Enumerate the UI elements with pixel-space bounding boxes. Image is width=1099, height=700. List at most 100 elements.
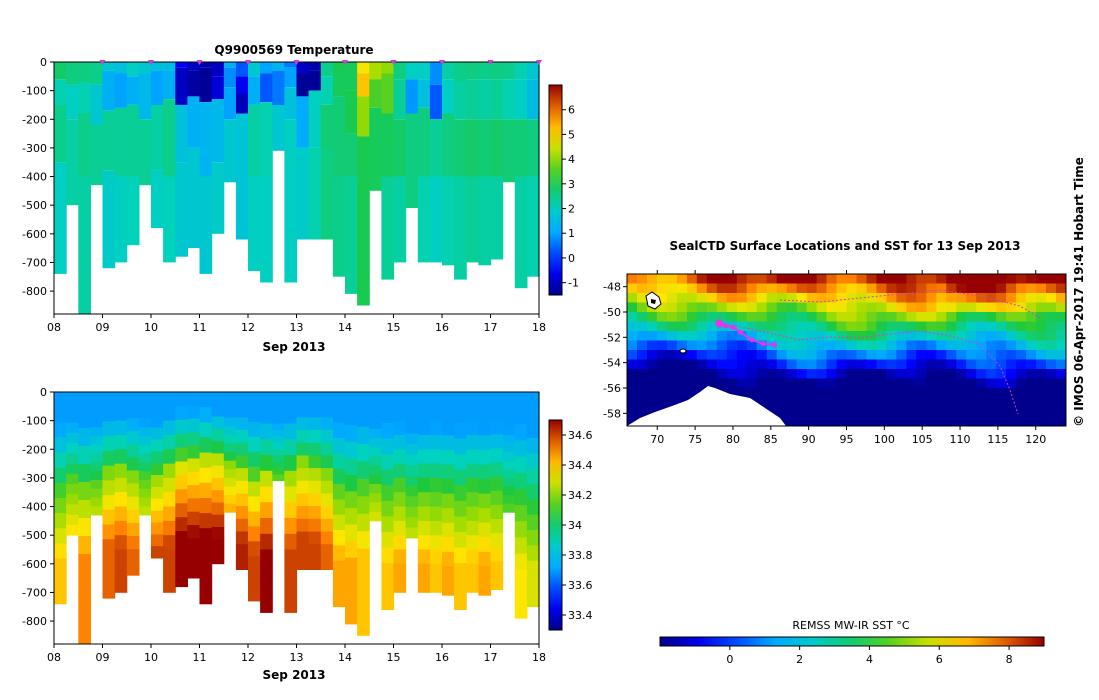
temperature-cell — [66, 84, 79, 120]
sst-cell — [926, 302, 937, 313]
salinity-cell — [126, 470, 140, 484]
salinity-cell — [308, 442, 322, 456]
temperature-cell — [235, 113, 249, 240]
salinity-cell — [393, 549, 407, 565]
sst-cell — [886, 340, 897, 351]
sst-colorbar — [659, 636, 1045, 647]
salinity-cell — [405, 527, 419, 539]
sst-cell — [986, 416, 997, 427]
salinity-cell — [296, 468, 310, 482]
salinity-cell — [126, 444, 140, 458]
sst-cell — [826, 369, 837, 379]
temperature-cell — [320, 62, 334, 77]
salinity-cell — [211, 477, 225, 491]
sst-cell — [896, 302, 907, 313]
sst-cell — [806, 369, 818, 379]
salinity-cell — [248, 466, 261, 482]
salinity-cell — [369, 392, 382, 402]
salinity-cell — [138, 462, 152, 472]
sst-cell — [966, 378, 977, 389]
sst-cell — [956, 350, 967, 360]
sst-cell — [996, 350, 1007, 360]
salinity-cell — [490, 448, 504, 463]
sst-cell — [746, 312, 758, 322]
sst-cell — [627, 283, 638, 294]
salinity-cell — [308, 506, 322, 520]
temperature-cell — [442, 176, 455, 266]
salinity-cell — [502, 400, 516, 410]
sst-cell — [946, 369, 957, 379]
x-tick-label: 11 — [193, 321, 207, 334]
sst-cell — [876, 388, 887, 398]
sst-cell — [746, 274, 758, 284]
sst-cell — [966, 321, 977, 332]
sst-cell — [647, 340, 658, 351]
sst-cell — [966, 274, 977, 284]
temperature-cell — [284, 119, 298, 283]
salinity-cell — [514, 408, 528, 425]
sst-cell — [986, 302, 997, 313]
salinity-cell — [138, 497, 152, 507]
x-tick-label: 12 — [241, 651, 255, 664]
salinity-cell — [429, 477, 443, 493]
sst-cell — [1026, 369, 1037, 379]
sst-cell — [816, 331, 828, 341]
y-tick-label: -700 — [22, 586, 47, 599]
sst-cell — [696, 283, 708, 294]
salinity-cell — [235, 518, 249, 532]
temperature-cell — [454, 176, 467, 280]
sst-cell — [916, 397, 927, 408]
salinity-cell — [308, 544, 322, 558]
salinity-cell — [163, 492, 176, 507]
sst-colorbar-tick-label: 0 — [726, 653, 733, 666]
temperature-cell — [357, 62, 370, 74]
sst-cell — [806, 274, 818, 284]
sst-cell — [686, 293, 698, 303]
longitude-tick-label: 110 — [950, 433, 971, 446]
sst-cell — [876, 378, 887, 389]
sst-cell — [1016, 350, 1027, 360]
salinity-cell — [514, 489, 528, 506]
salinity-cell — [114, 477, 128, 493]
seal-location-point — [715, 319, 724, 328]
sst-cell — [806, 302, 818, 313]
salinity-cell — [381, 423, 395, 439]
sst-cell — [746, 331, 758, 341]
salinity-cell — [66, 432, 79, 444]
sst-cell — [1006, 397, 1017, 408]
salinity-cell — [90, 497, 104, 507]
sst-cell — [736, 312, 748, 322]
sst-cell — [776, 293, 788, 303]
temperature-cell — [478, 176, 492, 266]
sst-cell — [826, 283, 837, 294]
salinity-cell — [442, 479, 455, 494]
sst-map-title: SealCTD Surface Locations and SST for 13… — [670, 239, 1021, 253]
sst-cell — [846, 302, 857, 313]
salinity-cell — [163, 578, 176, 593]
sst-cell — [816, 321, 828, 332]
x-tick-label: 17 — [484, 651, 498, 664]
salinity-cell — [381, 407, 395, 424]
temperature-cell — [138, 62, 152, 74]
sst-cell — [956, 274, 967, 284]
salinity-cell — [490, 462, 504, 478]
salinity-cell — [284, 392, 298, 409]
salinity-cell — [284, 407, 298, 424]
salinity-cell — [393, 520, 407, 536]
sst-cell — [796, 350, 808, 360]
salinity-cell — [272, 468, 285, 475]
salinity-cell — [332, 560, 346, 577]
salinity-cell — [526, 453, 540, 470]
sst-cell — [936, 293, 947, 303]
sst-cell — [806, 350, 818, 360]
sst-cell — [676, 359, 688, 370]
salinity-cell — [114, 578, 128, 593]
salinity-cell — [490, 575, 504, 590]
sst-cell — [886, 293, 897, 303]
y-tick-label: 0 — [40, 386, 47, 399]
salinity-cell — [138, 444, 152, 454]
sst-cell — [716, 321, 728, 332]
sst-cell — [706, 312, 718, 322]
salinity-cell — [514, 569, 528, 587]
salinity-cell — [151, 546, 164, 559]
